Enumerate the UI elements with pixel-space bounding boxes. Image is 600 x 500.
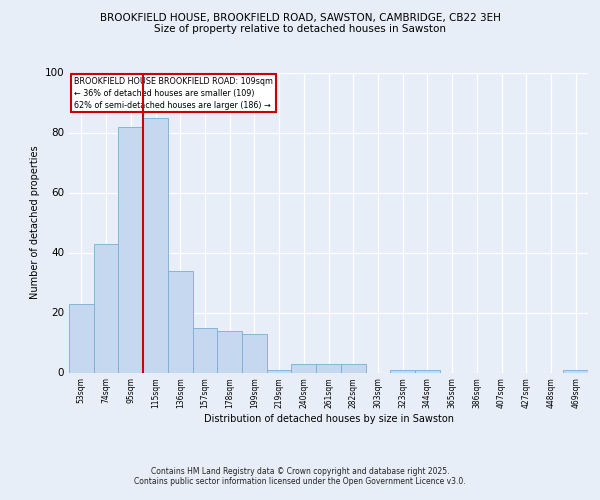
Text: BROOKFIELD HOUSE, BROOKFIELD ROAD, SAWSTON, CAMBRIDGE, CB22 3EH: BROOKFIELD HOUSE, BROOKFIELD ROAD, SAWST… <box>100 12 500 22</box>
Bar <box>390 370 415 372</box>
Bar <box>193 328 217 372</box>
Text: Contains public sector information licensed under the Open Government Licence v3: Contains public sector information licen… <box>134 477 466 486</box>
Bar <box>563 370 588 372</box>
Bar <box>341 364 365 372</box>
Text: BROOKFIELD HOUSE BROOKFIELD ROAD: 109sqm
← 36% of detached houses are smaller (1: BROOKFIELD HOUSE BROOKFIELD ROAD: 109sqm… <box>74 77 273 110</box>
Bar <box>143 118 168 372</box>
Text: Contains HM Land Registry data © Crown copyright and database right 2025.: Contains HM Land Registry data © Crown c… <box>151 467 449 476</box>
Text: Size of property relative to detached houses in Sawston: Size of property relative to detached ho… <box>154 24 446 34</box>
Bar <box>168 270 193 372</box>
Bar <box>217 330 242 372</box>
Y-axis label: Number of detached properties: Number of detached properties <box>31 146 40 300</box>
Bar <box>267 370 292 372</box>
X-axis label: Distribution of detached houses by size in Sawston: Distribution of detached houses by size … <box>203 414 454 424</box>
Bar <box>242 334 267 372</box>
Bar <box>94 244 118 372</box>
Bar <box>69 304 94 372</box>
Bar <box>415 370 440 372</box>
Bar <box>118 126 143 372</box>
Bar <box>316 364 341 372</box>
Bar <box>292 364 316 372</box>
